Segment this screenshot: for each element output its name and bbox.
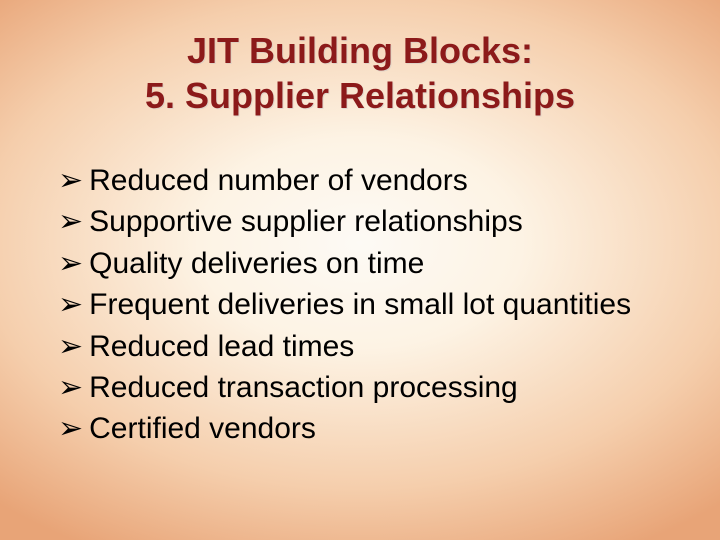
bullet-text: Certified vendors [89,412,316,445]
list-item: ➢Supportive supplier relationships [58,201,670,242]
bullet-arrow-icon: ➢ [58,201,83,242]
bullet-arrow-icon: ➢ [58,243,83,284]
bullet-arrow-icon: ➢ [58,326,83,367]
bullet-text: Reduced lead times [89,330,354,363]
list-item: ➢Frequent deliveries in small lot quanti… [58,284,670,325]
slide-title: JIT Building Blocks: 5. Supplier Relatio… [50,28,670,118]
slide: JIT Building Blocks: 5. Supplier Relatio… [0,0,720,540]
list-item: ➢Certified vendors [58,408,670,449]
title-line-1: JIT Building Blocks: [187,30,533,71]
list-item: ➢Reduced lead times [58,326,670,367]
bullet-arrow-icon: ➢ [58,160,83,201]
bullet-text: Frequent deliveries in small lot quantit… [89,288,631,321]
bullet-text: Reduced number of vendors [89,164,468,197]
list-item: ➢Reduced number of vendors [58,160,670,201]
bullet-arrow-icon: ➢ [58,367,83,408]
bullet-text: Reduced transaction processing [89,371,518,404]
bullet-text: Quality deliveries on time [89,247,424,280]
list-item: ➢Reduced transaction processing [58,367,670,408]
list-item: ➢Quality deliveries on time [58,243,670,284]
bullet-arrow-icon: ➢ [58,284,83,325]
title-line-2: 5. Supplier Relationships [145,75,575,116]
bullet-list: ➢Reduced number of vendors ➢Supportive s… [50,160,670,450]
bullet-arrow-icon: ➢ [58,408,83,449]
bullet-text: Supportive supplier relationships [89,205,523,238]
